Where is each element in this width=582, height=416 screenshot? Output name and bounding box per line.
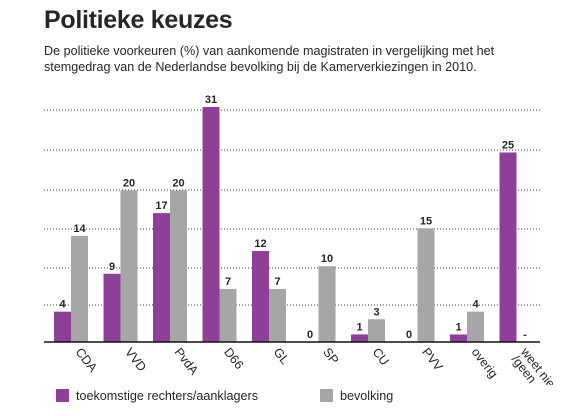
- data-label-bevolking-overig: 4: [472, 299, 479, 311]
- bar-toekomstige-rechters-aanklagers-pvda: [153, 213, 170, 342]
- tick-label-gl: GL: [271, 345, 292, 367]
- tick-label-pvda: PvdA: [172, 345, 202, 378]
- tick-label-weet-niet-geen: weet niet/geen: [508, 344, 560, 385]
- tick-label-line: D66: [221, 345, 246, 372]
- tick-label-cu: CU: [370, 345, 392, 368]
- bar-bevolking-pvda: [170, 190, 187, 342]
- tick-label-d66: D66: [221, 345, 246, 372]
- data-label-toekomstige-rechters-aanklagers-cu: 1: [356, 321, 362, 333]
- tick-label-sp: SP: [320, 345, 341, 367]
- data-label-bevolking-vvd: 20: [123, 177, 135, 189]
- legend-label-bevolking: bevolking: [340, 389, 394, 403]
- tick-label-line: CU: [370, 345, 392, 368]
- bar-chart: 414CDA920VVD1720PvdA317D66127GL010SP13CU…: [44, 94, 560, 385]
- chart-title: Politieke keuzes: [44, 6, 233, 34]
- bar-toekomstige-rechters-aanklagers-weet-niet-geen: [499, 152, 517, 342]
- data-label-toekomstige-rechters-aanklagers-gl: 12: [254, 238, 266, 250]
- tick-label-line: overig: [469, 345, 501, 380]
- chart-subtitle: De politieke voorkeuren (%) van aankomen…: [44, 44, 495, 74]
- bar-toekomstige-rechters-aanklagers-d66: [202, 107, 220, 342]
- bar-bevolking-gl: [269, 288, 286, 342]
- data-label-toekomstige-rechters-aanklagers-overig: 1: [455, 321, 461, 333]
- tick-label-line: SP: [320, 345, 341, 367]
- legend-swatch-magistraten: [56, 389, 69, 402]
- data-label-bevolking-weet-niet-geen: -: [523, 329, 527, 341]
- bar-bevolking-cu: [368, 319, 385, 342]
- data-label-bevolking-d66: 7: [225, 276, 231, 288]
- tick-label-cda: CDA: [73, 345, 101, 375]
- tick-label-line: VVD: [122, 345, 149, 374]
- data-label-bevolking-cu: 3: [373, 306, 379, 318]
- data-label-bevolking-sp: 10: [321, 253, 333, 265]
- bar-toekomstige-rechters-aanklagers-vvd: [103, 273, 121, 342]
- data-label-toekomstige-rechters-aanklagers-weet-niet-geen: 25: [502, 139, 514, 151]
- legend-item-bevolking: bevolking: [320, 389, 393, 403]
- data-label-toekomstige-rechters-aanklagers-pvda: 17: [155, 200, 167, 212]
- bar-bevolking-pvv: [417, 228, 435, 342]
- bar-bevolking-sp: [318, 266, 336, 342]
- bar-bevolking-overig: [467, 311, 484, 342]
- legend-label-magistraten: toekomstige rechters/aanklagers: [76, 389, 259, 403]
- tick-label-pvv: PVV: [419, 345, 446, 374]
- tick-label-overig: overig: [469, 345, 501, 380]
- tick-label-vvd: VVD: [122, 345, 149, 374]
- tick-label-line: PVV: [419, 345, 446, 374]
- bar-toekomstige-rechters-aanklagers-gl: [252, 251, 269, 342]
- legend-item-magistraten: toekomstige rechters/aanklagers: [56, 389, 258, 403]
- bar-toekomstige-rechters-aanklagers-cda: [54, 311, 71, 342]
- data-label-bevolking-gl: 7: [274, 276, 280, 288]
- bar-toekomstige-rechters-aanklagers-overig: [450, 334, 467, 342]
- bar-toekomstige-rechters-aanklagers-cu: [351, 334, 368, 342]
- data-label-bevolking-cda: 14: [73, 223, 86, 235]
- bar-bevolking-cda: [71, 235, 88, 342]
- data-label-toekomstige-rechters-aanklagers-sp: 0: [307, 329, 313, 341]
- tick-label-line: PvdA: [172, 345, 202, 378]
- data-label-bevolking-pvv: 15: [420, 215, 432, 227]
- legend-swatch-bevolking: [320, 389, 333, 402]
- data-label-toekomstige-rechters-aanklagers-cda: 4: [59, 299, 66, 311]
- data-label-toekomstige-rechters-aanklagers-pvv: 0: [406, 329, 412, 341]
- bar-bevolking-d66: [219, 288, 237, 342]
- data-label-toekomstige-rechters-aanklagers-d66: 31: [205, 94, 217, 106]
- tick-label-line: GL: [271, 345, 292, 367]
- tick-label-line: CDA: [73, 345, 101, 375]
- data-label-bevolking-pvda: 20: [172, 177, 184, 189]
- bar-bevolking-vvd: [120, 190, 138, 342]
- data-label-toekomstige-rechters-aanklagers-vvd: 9: [109, 261, 115, 273]
